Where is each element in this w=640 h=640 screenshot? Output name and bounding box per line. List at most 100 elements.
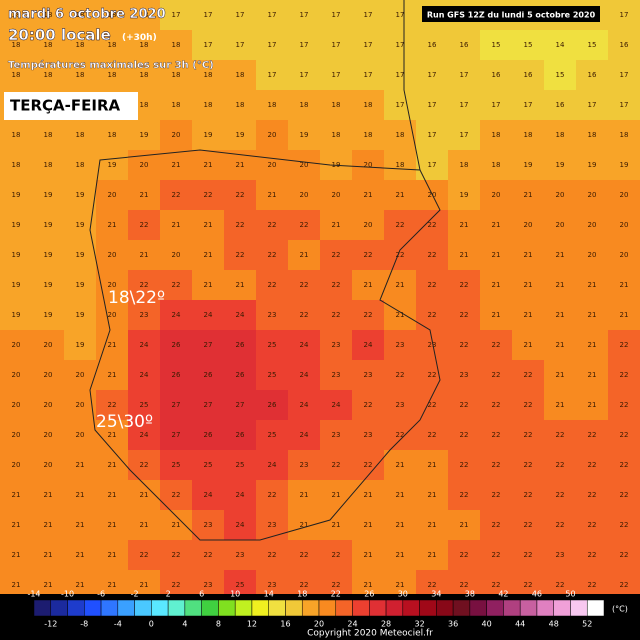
temp-value: 17 [236, 11, 245, 19]
temp-value: 20 [76, 431, 85, 439]
temp-value: 17 [332, 11, 341, 19]
legend-tick-label: -8 [80, 620, 88, 629]
temp-cell [512, 510, 545, 541]
temp-cell [0, 450, 33, 481]
temp-value: 18 [396, 161, 405, 169]
temp-cell [64, 240, 97, 271]
temp-value: 22 [620, 551, 629, 559]
temp-value: 23 [428, 341, 437, 349]
temp-cell [224, 120, 257, 151]
coastline [403, 0, 421, 171]
temp-cell [96, 420, 129, 451]
temp-value: 27 [204, 401, 213, 409]
temp-cell [64, 420, 97, 451]
temp-value: 21 [204, 161, 213, 169]
legend-tick-label: 12 [247, 620, 257, 629]
temp-value: 26 [204, 371, 213, 379]
temp-value: 19 [588, 161, 597, 169]
run-box [422, 6, 600, 22]
temp-value: 22 [460, 461, 469, 469]
legend-swatch [100, 599, 119, 617]
temp-value: 22 [428, 401, 437, 409]
temp-cell [448, 540, 481, 571]
legend-swatch [352, 599, 370, 617]
temp-cell [96, 150, 129, 181]
temp-cell [160, 150, 193, 181]
temp-value: 19 [524, 161, 533, 169]
temp-cell [192, 510, 225, 541]
legend-swatch [151, 599, 169, 617]
temp-value: 22 [300, 311, 309, 319]
temp-value: 20 [12, 461, 21, 469]
temp-value: 16 [428, 41, 437, 49]
temp-value: 18 [524, 131, 533, 139]
legend-swatch [402, 599, 420, 617]
temp-cell [288, 120, 321, 151]
temp-value: 21 [396, 491, 405, 499]
temp-value: 21 [140, 191, 149, 199]
temp-cell [288, 30, 321, 61]
temp-cell [288, 180, 321, 211]
temp-value: 17 [428, 71, 437, 79]
legend-swatch [84, 599, 102, 617]
temp-value: 23 [140, 311, 149, 319]
temp-value: 24 [204, 311, 213, 319]
temp-value: 25 [268, 371, 277, 379]
temp-cell [288, 390, 321, 421]
temp-cell [544, 480, 577, 511]
temp-value: 19 [76, 311, 85, 319]
legend-swatch [117, 599, 135, 617]
temp-value: 18 [12, 131, 21, 139]
temp-cell [320, 0, 353, 31]
temp-cell [96, 30, 129, 61]
temp-value: 21 [492, 311, 501, 319]
temp-cell [608, 300, 640, 331]
temp-value: 21 [524, 281, 533, 289]
temp-cell [96, 300, 129, 331]
temp-cell [544, 240, 577, 271]
temp-cell [160, 240, 193, 271]
temp-value: 17 [364, 41, 373, 49]
temp-cell [352, 420, 385, 451]
temp-cell [128, 300, 161, 331]
temp-cell [608, 480, 640, 511]
legend-swatch [285, 599, 303, 617]
temp-cell [0, 330, 33, 361]
temp-cell [384, 360, 417, 391]
temp-value: 17 [300, 41, 309, 49]
temp-cell [448, 120, 481, 151]
temp-cell [256, 540, 289, 571]
temp-value: 22 [364, 461, 373, 469]
temp-value: 19 [460, 191, 469, 199]
temp-value: 21 [172, 161, 181, 169]
temp-value: 24 [140, 371, 149, 379]
temp-value: 20 [12, 431, 21, 439]
temp-cell [608, 0, 640, 31]
temp-cell [480, 60, 513, 91]
legend-swatch [436, 599, 454, 617]
legend-unit: (°C) [612, 605, 628, 614]
temp-value: 21 [396, 461, 405, 469]
temp-cell [480, 540, 513, 571]
temp-cell [288, 420, 321, 451]
temp-cell [448, 330, 481, 361]
temp-cell [128, 240, 161, 271]
temp-cell [64, 60, 97, 91]
temp-cell [384, 180, 417, 211]
temp-cell [544, 390, 577, 421]
temp-cell [256, 420, 289, 451]
temp-value: 18 [12, 71, 21, 79]
temp-value: 18 [364, 101, 373, 109]
temp-value: 21 [524, 191, 533, 199]
temp-value: 18 [44, 161, 53, 169]
temp-value: 26 [268, 401, 277, 409]
temp-cell [448, 240, 481, 271]
temp-cell [0, 540, 33, 571]
temp-value: 15 [588, 41, 597, 49]
temp-cell [256, 330, 289, 361]
temp-value: 20 [108, 251, 117, 259]
temp-value: 16 [620, 41, 629, 49]
legend-swatch [218, 599, 236, 617]
temp-value: 21 [12, 551, 21, 559]
temp-cell [512, 240, 545, 271]
